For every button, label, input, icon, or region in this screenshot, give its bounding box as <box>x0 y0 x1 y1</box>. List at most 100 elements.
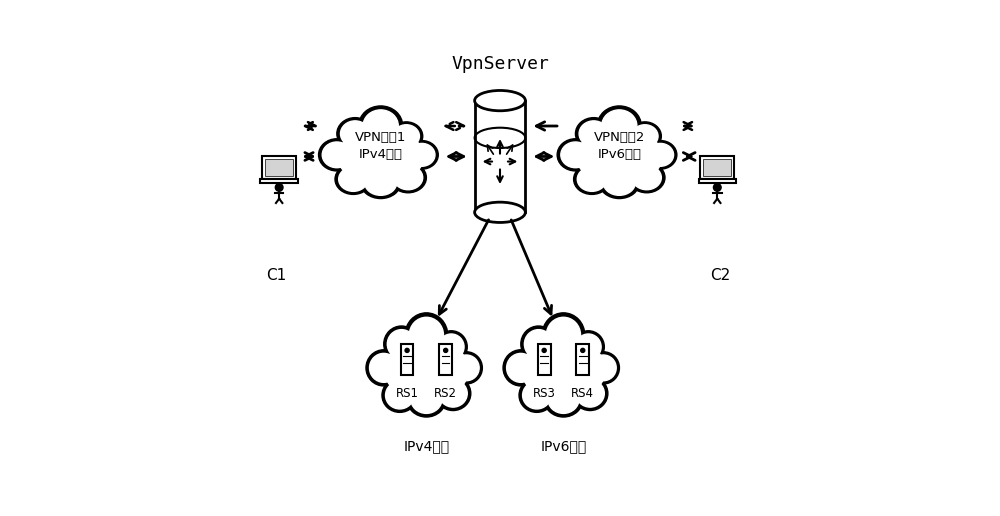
Text: VPN链路2
IPv6公网: VPN链路2 IPv6公网 <box>594 131 645 162</box>
Ellipse shape <box>439 380 467 407</box>
Ellipse shape <box>603 170 635 196</box>
Bar <box>401 344 413 375</box>
Ellipse shape <box>523 382 551 409</box>
Bar <box>700 156 734 180</box>
Circle shape <box>405 348 409 352</box>
Ellipse shape <box>337 130 424 184</box>
Circle shape <box>713 184 721 191</box>
Bar <box>699 180 736 183</box>
Ellipse shape <box>384 340 469 400</box>
Text: RS1: RS1 <box>396 388 419 400</box>
Ellipse shape <box>519 378 555 412</box>
Ellipse shape <box>390 163 426 193</box>
Ellipse shape <box>579 121 608 147</box>
Ellipse shape <box>576 380 604 407</box>
Ellipse shape <box>521 340 606 400</box>
Ellipse shape <box>544 381 583 417</box>
Ellipse shape <box>340 121 370 147</box>
Ellipse shape <box>438 334 464 360</box>
Ellipse shape <box>405 140 438 169</box>
Ellipse shape <box>384 326 419 362</box>
Ellipse shape <box>542 313 585 357</box>
Ellipse shape <box>390 122 423 151</box>
Ellipse shape <box>632 125 658 148</box>
Ellipse shape <box>587 352 619 384</box>
Ellipse shape <box>409 317 443 352</box>
Ellipse shape <box>475 90 525 111</box>
Ellipse shape <box>546 317 581 352</box>
Bar <box>475 101 525 212</box>
Ellipse shape <box>382 337 471 401</box>
Ellipse shape <box>450 352 482 384</box>
Ellipse shape <box>521 326 556 362</box>
Ellipse shape <box>365 170 397 196</box>
Ellipse shape <box>602 110 637 141</box>
Text: RS3: RS3 <box>533 388 556 400</box>
Ellipse shape <box>548 384 579 413</box>
Text: C1: C1 <box>267 268 287 283</box>
Ellipse shape <box>572 376 608 411</box>
Ellipse shape <box>574 164 610 195</box>
Bar <box>538 344 551 375</box>
Ellipse shape <box>435 331 467 363</box>
Text: RS2: RS2 <box>434 388 457 400</box>
Ellipse shape <box>359 106 403 146</box>
Ellipse shape <box>363 110 398 141</box>
Ellipse shape <box>337 118 373 150</box>
Ellipse shape <box>435 376 471 411</box>
Ellipse shape <box>572 331 604 363</box>
Ellipse shape <box>335 164 372 195</box>
Text: RS4: RS4 <box>571 388 594 400</box>
Ellipse shape <box>597 106 641 146</box>
Circle shape <box>542 348 546 352</box>
Ellipse shape <box>409 143 435 166</box>
Ellipse shape <box>407 381 446 417</box>
Ellipse shape <box>393 166 423 190</box>
Ellipse shape <box>599 166 639 199</box>
Ellipse shape <box>382 378 418 412</box>
Ellipse shape <box>503 350 539 386</box>
Text: VpnServer: VpnServer <box>451 55 549 73</box>
Ellipse shape <box>387 330 416 359</box>
Ellipse shape <box>405 313 448 357</box>
Ellipse shape <box>647 143 674 166</box>
Ellipse shape <box>574 128 665 185</box>
Circle shape <box>444 348 448 352</box>
Ellipse shape <box>576 130 663 184</box>
Ellipse shape <box>370 353 398 382</box>
Text: C2: C2 <box>710 268 730 283</box>
Ellipse shape <box>411 384 442 413</box>
Text: IPv4内网: IPv4内网 <box>403 439 449 453</box>
Ellipse shape <box>628 163 665 193</box>
Ellipse shape <box>628 122 661 151</box>
Ellipse shape <box>475 202 525 222</box>
Ellipse shape <box>507 353 535 382</box>
Ellipse shape <box>632 166 661 190</box>
Ellipse shape <box>519 337 608 401</box>
Bar <box>265 159 293 176</box>
Bar <box>260 180 298 183</box>
Ellipse shape <box>361 166 401 199</box>
Ellipse shape <box>366 350 402 386</box>
Ellipse shape <box>644 140 677 169</box>
Ellipse shape <box>393 125 419 148</box>
Ellipse shape <box>335 128 426 185</box>
Ellipse shape <box>322 142 351 168</box>
Ellipse shape <box>561 142 590 168</box>
Bar <box>703 159 731 176</box>
Ellipse shape <box>557 139 594 171</box>
Bar <box>262 156 296 180</box>
Circle shape <box>275 184 283 191</box>
Ellipse shape <box>524 330 553 359</box>
Ellipse shape <box>575 118 612 150</box>
Bar <box>439 344 452 375</box>
Ellipse shape <box>591 355 616 381</box>
Ellipse shape <box>386 382 414 409</box>
Ellipse shape <box>454 355 479 381</box>
Ellipse shape <box>339 167 368 191</box>
Ellipse shape <box>577 167 607 191</box>
Circle shape <box>581 348 585 352</box>
Text: VPN链路1
IPv4公网: VPN链路1 IPv4公网 <box>355 131 406 162</box>
Ellipse shape <box>576 334 601 360</box>
Bar <box>576 344 589 375</box>
